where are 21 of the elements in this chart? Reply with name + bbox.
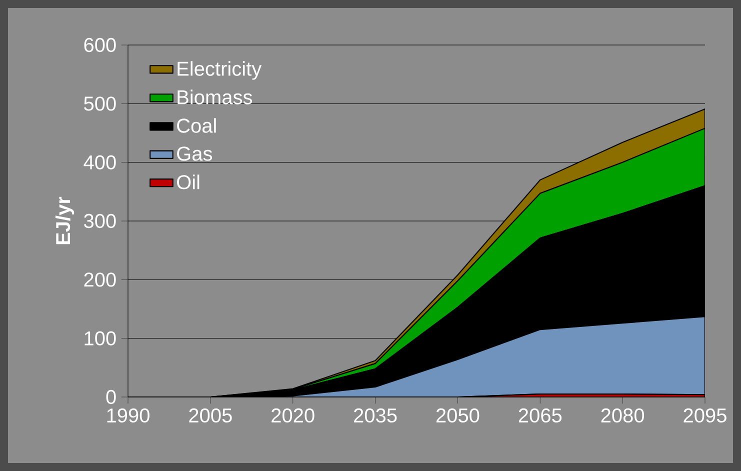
x-tick-label: 2050	[436, 408, 480, 423]
x-tick-label: 1990	[107, 408, 150, 423]
legend-label: Electricity	[178, 61, 262, 80]
legend-label: Gas	[177, 146, 212, 161]
y-tick-label: 300	[84, 214, 116, 228]
x-tick-label: 2005	[189, 408, 232, 423]
y-tick-label: 100	[84, 331, 116, 346]
x-tick-label: 2095	[684, 408, 726, 423]
y-tick-label: 500	[84, 96, 116, 111]
legend-label: Oil	[177, 174, 200, 190]
y-tick-label: 0	[106, 390, 116, 404]
y-tick-label: 200	[84, 272, 116, 287]
y-tick-label: 400	[84, 155, 116, 170]
legend-label: Biomass	[178, 90, 252, 104]
y-tick-label: 600	[84, 38, 116, 52]
x-tick-label: 2020	[272, 408, 314, 423]
x-tick-label: 2035	[354, 408, 397, 423]
x-tick-label: 2065	[518, 408, 562, 423]
x-tick-label: 2080	[601, 408, 644, 423]
y-axis-title: EJ/yr	[55, 196, 74, 244]
legend-label: Coal	[177, 118, 216, 133]
